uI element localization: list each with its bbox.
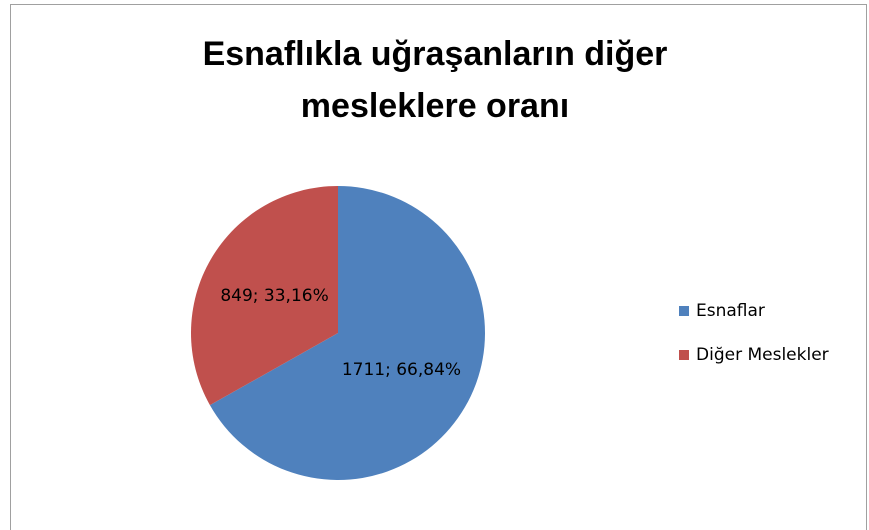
data-label: 849; 33,16% xyxy=(220,286,328,306)
legend-swatch xyxy=(679,350,689,360)
pie-slice xyxy=(190,186,338,406)
legend-label: Esnaflar xyxy=(696,301,765,321)
chart-title: Esnaflıkla uğraşanların diğer mesleklere… xyxy=(202,35,668,125)
legend-swatch xyxy=(679,306,689,316)
chart-border xyxy=(10,4,867,530)
pie-slice xyxy=(209,186,486,480)
data-label: 1711; 66,84% xyxy=(342,360,461,380)
legend-label: Diğer Meslekler xyxy=(696,345,829,365)
